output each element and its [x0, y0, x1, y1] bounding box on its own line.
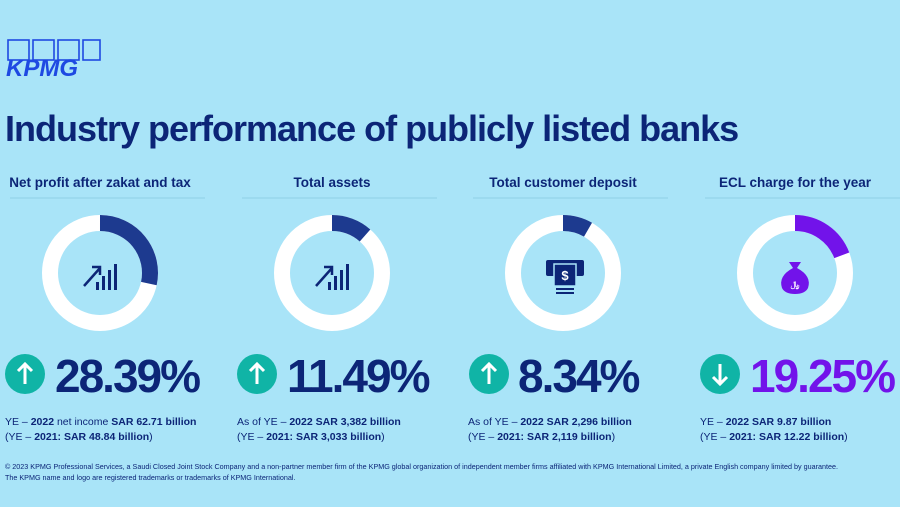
note-line: As of YE – 2022 SAR 2,296 billion [468, 416, 632, 428]
percent-change: 19.25% [750, 350, 895, 402]
note-segment: YE – [5, 416, 31, 428]
note-line: (YE – 2021: SAR 3,033 billion) [237, 431, 385, 443]
footer-line: The KPMG name and logo are registered tr… [5, 473, 295, 482]
metric-heading: Total customer deposit [489, 175, 637, 190]
note-line: (YE – 2021: SAR 2,119 billion) [468, 431, 615, 443]
note-segment: As of YE – [468, 416, 520, 428]
note-line: (YE – 2021: SAR 48.84 billion) [5, 431, 153, 443]
svg-text:﷼: ﷼ [791, 280, 800, 290]
donut-arc [331, 215, 371, 242]
metric-heading: ECL charge for the year [719, 175, 872, 190]
note-segment: ) [381, 431, 385, 443]
note-segment: (YE – [468, 431, 497, 443]
metric-heading: Net profit after zakat and tax [9, 175, 191, 190]
percent-change: 11.49% [287, 350, 430, 402]
note-segment: (YE – [700, 431, 729, 443]
note-line: (YE – 2021: SAR 12.22 billion) [700, 431, 848, 443]
note-segment: 2021: SAR 12.22 billion [729, 431, 844, 443]
percent-change: 28.39% [55, 350, 200, 402]
note-segment: 2022 SAR 2,296 billion [520, 416, 631, 428]
logo-text: KPMG [6, 55, 78, 82]
donut-arc [562, 215, 593, 237]
note-segment: net income [54, 416, 111, 428]
atm-icon: $ [546, 260, 584, 294]
note-segment: As of YE – [237, 416, 289, 428]
up-arrow [469, 354, 509, 394]
note-line: As of YE – 2022 SAR 3,382 billion [237, 416, 401, 428]
title: Industry performance of publicly listed … [5, 108, 738, 149]
down-arrow [700, 354, 740, 394]
growth-icon [315, 264, 349, 290]
note-segment: SAR 62.71 billion [111, 416, 196, 428]
note-segment: (YE – [237, 431, 266, 443]
note-line: YE – 2022 net income SAR 62.71 billion [5, 416, 196, 428]
growth-icon [83, 264, 117, 290]
up-arrow [5, 354, 45, 394]
logo [7, 39, 101, 61]
note-segment: 2022 [31, 416, 55, 428]
donut-arc [99, 215, 158, 286]
svg-text:$: $ [561, 268, 569, 283]
percent-change: 8.34% [518, 350, 640, 402]
note-segment: (YE – [5, 431, 34, 443]
up-arrow [237, 354, 277, 394]
money-bag-icon: ﷼ [781, 262, 809, 294]
note-segment: ) [844, 431, 848, 443]
note-segment: 2021: SAR 2,119 billion [497, 431, 611, 443]
note-line: YE – 2022 SAR 9.87 billion [700, 416, 831, 428]
note-segment: 2021: SAR 48.84 billion [34, 431, 149, 443]
note-segment: YE – [700, 416, 726, 428]
metric-heading: Total assets [293, 175, 370, 190]
note-segment: 2021: SAR 3,033 billion [266, 431, 381, 443]
donut-arc [794, 215, 850, 259]
note-segment: ) [149, 431, 153, 443]
note-segment: 2022 SAR 9.87 billion [726, 416, 832, 428]
footer-line: © 2023 KPMG Professional Services, a Sau… [5, 462, 838, 471]
note-segment: 2022 SAR 3,382 billion [289, 416, 400, 428]
note-segment: ) [612, 431, 616, 443]
